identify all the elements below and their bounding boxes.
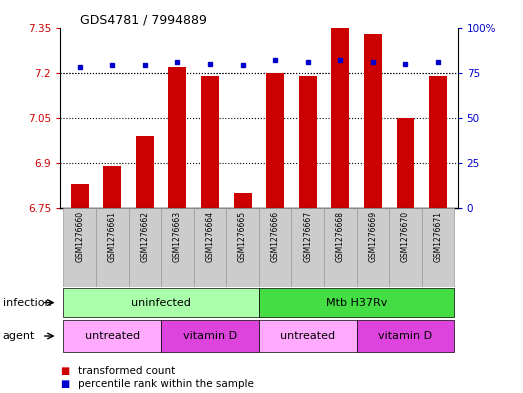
- Bar: [259, 208, 291, 287]
- Bar: [129, 208, 161, 287]
- Text: GSM1276670: GSM1276670: [401, 211, 410, 262]
- Text: GSM1276671: GSM1276671: [434, 211, 442, 262]
- Bar: [332, 28, 349, 208]
- Text: transformed count: transformed count: [78, 366, 176, 376]
- Text: GSM1276663: GSM1276663: [173, 211, 182, 262]
- Text: vitamin D: vitamin D: [379, 331, 433, 341]
- Bar: [324, 208, 357, 287]
- Text: GSM1276664: GSM1276664: [206, 211, 214, 262]
- Bar: [104, 166, 121, 208]
- Text: GSM1276666: GSM1276666: [271, 211, 280, 262]
- Bar: [299, 76, 317, 208]
- Bar: [63, 288, 259, 317]
- Bar: [291, 208, 324, 287]
- Text: uninfected: uninfected: [131, 298, 191, 308]
- Text: GSM1276669: GSM1276669: [368, 211, 378, 262]
- Text: untreated: untreated: [85, 331, 140, 341]
- Text: GDS4781 / 7994889: GDS4781 / 7994889: [80, 13, 207, 26]
- Bar: [96, 208, 129, 287]
- Text: agent: agent: [3, 331, 35, 341]
- Text: vitamin D: vitamin D: [183, 331, 237, 341]
- Text: GSM1276668: GSM1276668: [336, 211, 345, 262]
- Bar: [429, 76, 447, 208]
- Text: ■: ■: [60, 379, 70, 389]
- Text: percentile rank within the sample: percentile rank within the sample: [78, 379, 254, 389]
- Bar: [259, 320, 357, 352]
- Text: infection: infection: [3, 298, 51, 308]
- Bar: [201, 76, 219, 208]
- Bar: [226, 208, 259, 287]
- Text: ■: ■: [60, 366, 70, 376]
- Bar: [422, 208, 454, 287]
- Text: Mtb H37Rv: Mtb H37Rv: [326, 298, 388, 308]
- Bar: [161, 320, 259, 352]
- Text: GSM1276660: GSM1276660: [75, 211, 84, 262]
- Bar: [357, 208, 389, 287]
- Bar: [63, 208, 96, 287]
- Bar: [194, 208, 226, 287]
- Bar: [364, 33, 382, 208]
- Text: untreated: untreated: [280, 331, 335, 341]
- Bar: [161, 208, 194, 287]
- Bar: [234, 193, 252, 208]
- Bar: [63, 320, 161, 352]
- Text: GSM1276662: GSM1276662: [140, 211, 150, 262]
- Bar: [357, 320, 454, 352]
- Bar: [71, 184, 89, 208]
- Text: GSM1276661: GSM1276661: [108, 211, 117, 262]
- Bar: [389, 208, 422, 287]
- Bar: [168, 67, 186, 208]
- Text: GSM1276667: GSM1276667: [303, 211, 312, 262]
- Bar: [396, 118, 414, 208]
- Bar: [266, 73, 284, 208]
- Bar: [136, 136, 154, 208]
- Text: GSM1276665: GSM1276665: [238, 211, 247, 262]
- Bar: [259, 288, 454, 317]
